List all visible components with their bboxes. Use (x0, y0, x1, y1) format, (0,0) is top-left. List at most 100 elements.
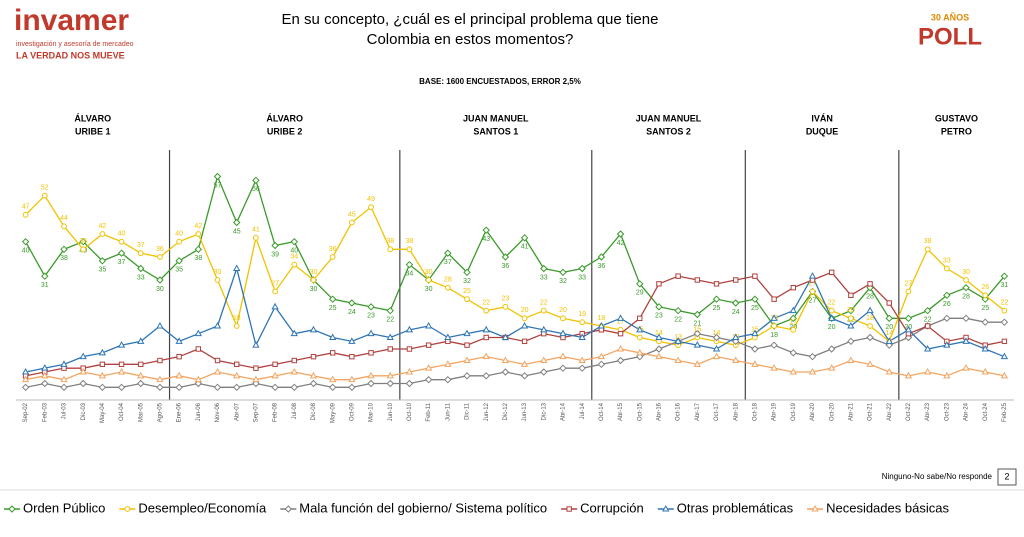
data-label: 28 (866, 294, 874, 301)
point (847, 356, 855, 363)
point (79, 352, 87, 360)
data-label: 25 (463, 288, 471, 295)
x-tick-label: Oct-18 (752, 402, 758, 421)
point (175, 371, 183, 379)
point (885, 337, 893, 344)
point (464, 296, 470, 303)
point (771, 296, 777, 302)
point (405, 260, 414, 269)
point (60, 383, 68, 392)
point (214, 277, 221, 283)
x-tick-label: Dic-12 (503, 402, 509, 420)
period-label: JUAN MANUEL (636, 113, 702, 123)
point (867, 281, 873, 287)
data-label: 30 (310, 269, 318, 276)
point (520, 372, 529, 380)
data-label: 22 (924, 317, 932, 324)
point (617, 330, 624, 337)
point (41, 192, 48, 199)
point (272, 288, 278, 295)
point (636, 348, 644, 356)
point (175, 257, 183, 265)
period-label: ÁLVARO (74, 113, 111, 123)
data-label: 20 (847, 307, 855, 314)
point (234, 361, 240, 368)
point (463, 372, 471, 380)
point (60, 360, 68, 367)
point (21, 383, 30, 392)
point (118, 361, 125, 368)
data-label: 38 (60, 255, 68, 262)
point (655, 352, 663, 360)
x-tick-label: Oct-22 (906, 402, 912, 421)
point (444, 360, 452, 367)
data-label: 32 (463, 278, 471, 285)
point (61, 223, 67, 230)
point (789, 306, 797, 314)
legend-label: Necesidades básicas (826, 500, 949, 515)
point (655, 333, 663, 340)
point (444, 333, 452, 340)
point (21, 237, 30, 246)
point (752, 273, 758, 279)
point (99, 231, 106, 237)
period-label: JUAN MANUEL (463, 113, 529, 123)
point (540, 307, 547, 314)
period-label: SANTOS 2 (646, 126, 691, 136)
data-label: 43 (482, 236, 490, 243)
point (309, 379, 318, 388)
x-tick-label: May-04 (100, 402, 106, 423)
point (41, 371, 49, 379)
point (712, 295, 721, 303)
point (885, 367, 893, 375)
point (616, 356, 625, 365)
point (789, 314, 797, 323)
footnote-box (997, 468, 1017, 486)
point (520, 321, 529, 329)
point (751, 360, 759, 367)
point (482, 352, 490, 360)
point (117, 341, 126, 348)
point (770, 341, 778, 349)
point (827, 345, 836, 353)
point (424, 321, 433, 329)
x-tick-label: Oct-10 (407, 402, 413, 421)
legend-label: Corrupción (580, 500, 644, 515)
data-label: 37 (444, 259, 452, 266)
point (124, 506, 131, 512)
point (923, 306, 932, 315)
data-label: 40 (290, 248, 298, 255)
point (117, 383, 126, 392)
point (808, 367, 817, 375)
point (271, 241, 279, 250)
point (290, 383, 298, 392)
x-tick-label: Jul-03 (62, 402, 68, 419)
data-label: 28 (962, 294, 970, 301)
point (367, 379, 375, 388)
point (693, 360, 701, 367)
data-label: 14 (885, 330, 893, 337)
x-tick-label: Abr-24 (964, 402, 970, 421)
period-label: GUSTAVO (935, 113, 978, 123)
point (214, 357, 221, 364)
point (962, 283, 970, 292)
point (138, 361, 144, 368)
data-label: 45 (348, 211, 356, 218)
point (1000, 318, 1009, 326)
point (252, 341, 260, 348)
data-label: 38 (924, 238, 932, 245)
x-tick-label: Jul-14 (580, 402, 586, 419)
point (213, 321, 222, 329)
x-tick-label: Mar-10 (369, 402, 375, 422)
point (540, 368, 548, 376)
point (41, 272, 49, 280)
point (924, 246, 931, 253)
point (233, 264, 241, 271)
point (348, 375, 356, 383)
point (828, 364, 836, 371)
data-label: 18 (597, 315, 605, 322)
point (387, 246, 394, 253)
data-label: 34 (406, 271, 414, 278)
point (559, 364, 567, 372)
